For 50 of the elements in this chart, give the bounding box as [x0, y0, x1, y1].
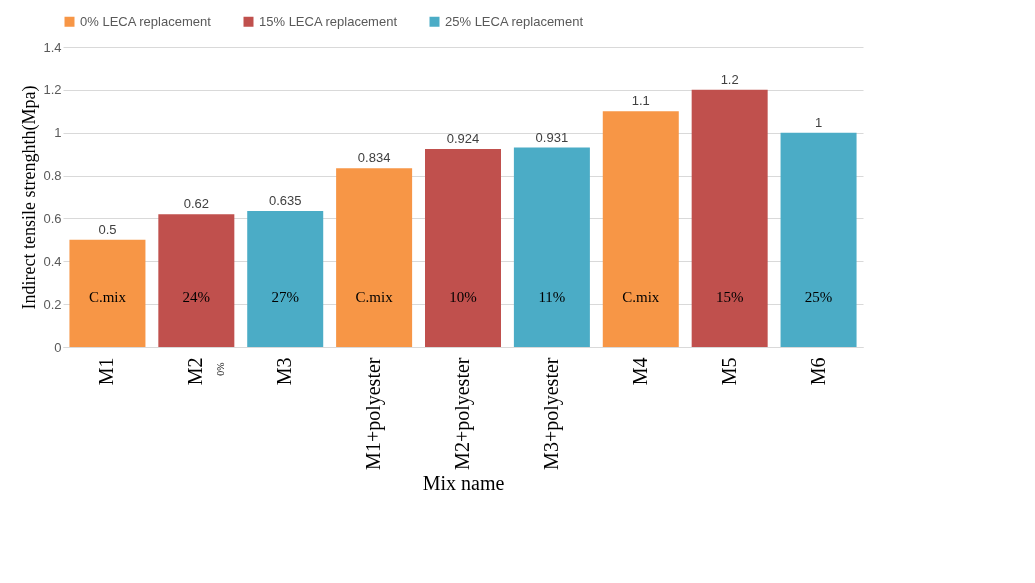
data-label: 1.2 [720, 71, 739, 87]
annotation: C.mix [355, 289, 394, 305]
data-label: 0.635 [268, 192, 302, 208]
bar [158, 214, 235, 347]
data-label: 1.1 [631, 93, 650, 109]
data-label: 1 [814, 114, 823, 130]
y-tick-label: 0 [54, 339, 62, 355]
bar [425, 149, 501, 347]
legend-label: 15% LECA replacement [259, 13, 398, 29]
bar [513, 147, 590, 347]
data-label: 0.924 [446, 131, 480, 146]
annotation: 25% [804, 289, 833, 305]
x-tick-label: M4 [628, 357, 651, 386]
y-tick-label: 0.4 [43, 253, 62, 269]
x-tick-label: M3 [273, 357, 296, 386]
x-tick-label: M1 [95, 357, 118, 386]
x-tick-label: M1+polyester [362, 357, 386, 470]
legend-label: 0% LECA replacement [80, 13, 212, 29]
data-label: 0.5 [98, 221, 117, 237]
annotation: 27% [271, 289, 299, 305]
bar [247, 210, 324, 347]
annotation: 24% [182, 289, 211, 305]
text: 0% [215, 362, 227, 376]
bar [780, 132, 857, 347]
annotation: 11% [538, 289, 566, 305]
annotation: 10% [449, 289, 477, 305]
x-tick-label: M2 [184, 357, 207, 386]
bar [602, 111, 679, 347]
y-tick-label: 0.2 [43, 296, 62, 312]
x-axis-title: Mix name [422, 471, 505, 494]
data-label: 0.931 [535, 129, 569, 145]
y-tick-label: 1.4 [43, 39, 62, 55]
annotation: C.mix [622, 289, 660, 305]
x-tick-label: M3+polyester [539, 357, 563, 470]
x-tick-label: M2+polyester [451, 357, 474, 470]
annotation: 15% [715, 289, 744, 305]
y-tick-label: 0.6 [43, 210, 62, 226]
x-tick-label: M5 [717, 357, 740, 386]
legend-label: 25% LECA replacement [445, 13, 584, 29]
annotation: C.mix [88, 289, 127, 305]
bar [69, 239, 146, 347]
data-label: 0.62 [183, 196, 209, 212]
y-axis-title: Indirect tensile strenghth(Mpa) [19, 85, 41, 310]
y-tick-label: 1 [54, 125, 62, 141]
y-tick-label: 1.2 [43, 82, 62, 98]
data-label: 0.834 [357, 150, 391, 166]
bar [691, 89, 768, 347]
bar [336, 168, 413, 347]
x-tick-label: M6 [806, 357, 829, 386]
y-tick-label: 0.8 [43, 168, 62, 184]
